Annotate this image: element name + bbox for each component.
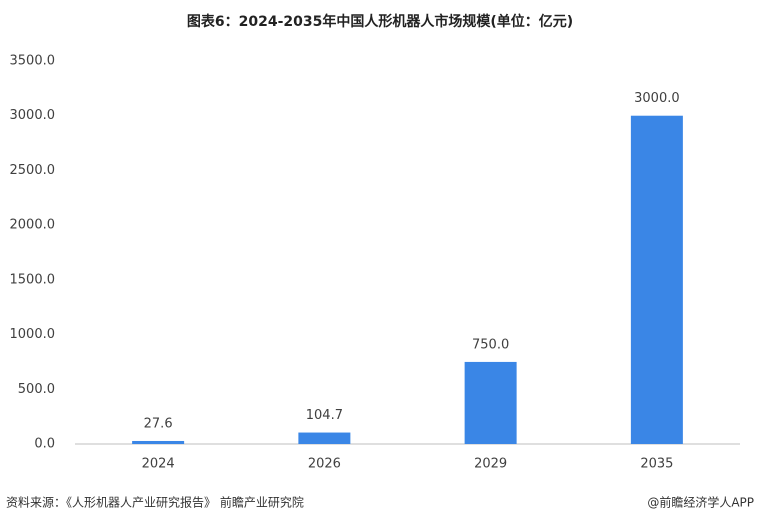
value-label: 750.0 [472, 337, 509, 352]
bar [464, 361, 517, 444]
y-tick-label: 1500.0 [10, 272, 56, 287]
chart-title: 图表6：2024-2035年中国人形机器人市场规模(单位：亿元) [187, 13, 573, 30]
y-tick-label: 2500.0 [10, 163, 56, 178]
x-tick-label: 2035 [640, 457, 673, 472]
bar [298, 432, 351, 444]
y-tick-label: 1000.0 [10, 327, 56, 342]
y-tick-label: 0.0 [34, 437, 55, 452]
x-tick-label: 2029 [474, 457, 507, 472]
value-label: 104.7 [306, 408, 343, 423]
credit: @前瞻经济学人APP [647, 495, 754, 510]
y-tick-label: 3500.0 [10, 54, 56, 69]
y-tick-label: 2000.0 [10, 218, 56, 233]
bar [630, 115, 683, 444]
value-label: 3000.0 [634, 91, 680, 106]
y-tick-label: 500.0 [18, 382, 55, 397]
value-label: 27.6 [144, 416, 173, 431]
y-tick-label: 3000.0 [10, 108, 56, 123]
x-tick-label: 2024 [142, 457, 175, 472]
bar [132, 440, 185, 444]
x-tick-label: 2026 [308, 457, 341, 472]
source: 资料来源：《人形机器人产业研究报告》 前瞻产业研究院 [6, 495, 304, 510]
